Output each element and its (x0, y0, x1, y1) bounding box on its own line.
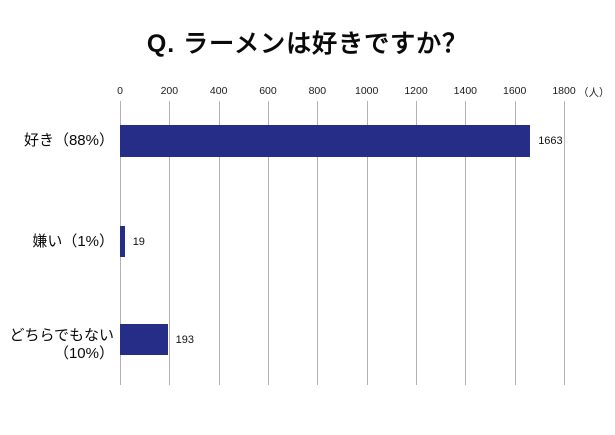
x-tick-label: 1600 (502, 85, 527, 97)
category-label-suki: 好き（88%） (0, 125, 114, 157)
x-tick-label: 0 (117, 85, 123, 97)
chart-title: Q. ラーメンは好きですか？ (146, 30, 469, 58)
x-tick-label: 1000 (354, 85, 379, 97)
value-label: 19 (132, 235, 145, 248)
gridline (564, 101, 565, 385)
gridline (267, 101, 269, 385)
x-tick-label: 1400 (453, 85, 478, 97)
x-tick-label: 200 (160, 85, 179, 97)
x-tick-label: 1800 (552, 85, 576, 97)
category-label-dochirademonai: どちらでもない （10%） (0, 327, 114, 363)
gridline (169, 101, 171, 385)
gridline (218, 101, 220, 385)
category-label-text: 嫌い（1%） (32, 233, 114, 250)
gridline (366, 101, 368, 385)
category-label-text: 好き（88%） (23, 132, 114, 149)
category-label-text: （10%） (53, 345, 114, 362)
plot-area: 1663 19 193 (120, 101, 565, 385)
category-label-kirai: 嫌い（1%） (0, 226, 114, 257)
x-tick-label: 800 (308, 85, 327, 97)
category-label-text: どちらでもない (9, 327, 114, 344)
bar-kirai (120, 226, 125, 257)
gridline (317, 101, 319, 385)
bar-suki (120, 125, 531, 157)
value-label: 193 (175, 333, 194, 346)
gridline (416, 101, 417, 385)
x-tick-label: 600 (259, 85, 277, 97)
x-axis-tick-labels: 0 200 400 600 800 1000 1200 1400 1600 18… (117, 85, 576, 99)
x-axis-unit-label: （人） (578, 87, 610, 99)
x-tick-label: 1200 (404, 85, 428, 97)
bar-dochirademonai (120, 324, 168, 355)
value-label: 1663 (538, 135, 563, 147)
x-tick-label: 400 (209, 85, 228, 97)
gridline (465, 101, 467, 385)
gridline (514, 101, 516, 385)
